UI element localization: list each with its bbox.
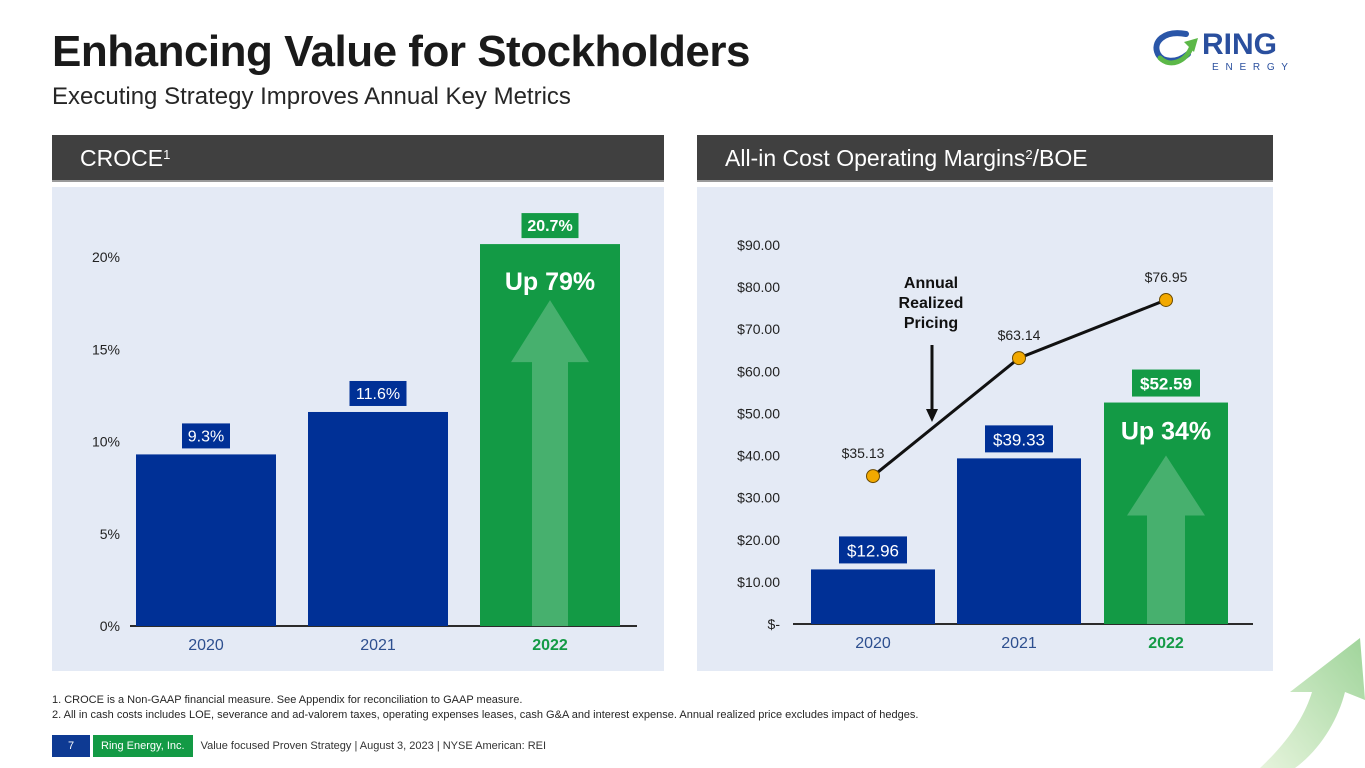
- y-tick-label: 20%: [92, 249, 120, 265]
- footnotes: 1. CROCE is a Non-GAAP financial measure…: [52, 693, 918, 723]
- data-label: $52.59: [1140, 375, 1192, 394]
- data-label-bg: [349, 380, 407, 406]
- footer-text: Value focused Proven Strategy | August 3…: [200, 740, 547, 752]
- line-marker: [1159, 292, 1173, 307]
- logo-subtext: E N E R G Y: [1212, 62, 1290, 73]
- y-tick-label: $-: [768, 616, 781, 632]
- line-annotation-text: Pricing: [904, 315, 958, 332]
- page-title: Enhancing Value for Stockholders: [52, 27, 750, 76]
- margins-chart: $- $10.00 $20.00 $30.00 $40.00 $50.00 $60.00 $7…: [737, 237, 1253, 652]
- data-label: $12.96: [847, 541, 899, 560]
- decorative-up-arrow-icon: [1260, 638, 1365, 768]
- x-tick-label: 2022: [532, 637, 568, 654]
- page-subtitle: Executing Strategy Improves Annual Key M…: [52, 83, 571, 110]
- data-label: 20.7%: [527, 218, 572, 235]
- y-tick-label: $60.00: [737, 363, 780, 379]
- data-label-bg: [182, 423, 230, 449]
- data-label-bg: [521, 213, 579, 239]
- x-tick-label: 2021: [360, 637, 396, 654]
- slide-footer: 7 Ring Energy, Inc. Value focused Proven…: [52, 735, 546, 757]
- line-marker: [1012, 351, 1026, 366]
- x-tick-label: 2021: [1001, 635, 1037, 652]
- y-tick-label: 0%: [100, 618, 120, 634]
- data-label: 9.3%: [188, 428, 224, 445]
- page-number: 7: [52, 735, 90, 757]
- growth-annotation: Up 79%: [505, 268, 595, 296]
- y-tick-label: $40.00: [737, 448, 780, 464]
- panel-title-suffix: /BOE: [1032, 145, 1088, 171]
- panel-title: All-in Cost Operating Margins: [725, 145, 1026, 171]
- line-marker: [866, 469, 880, 484]
- data-label: 11.6%: [356, 386, 400, 403]
- line-data-label: $63.14: [998, 327, 1041, 343]
- up-arrow-icon: [511, 300, 589, 626]
- bar-2020: [136, 454, 276, 626]
- up-arrow-icon: [1127, 455, 1205, 624]
- croce-chart-panel: 0% 5% 10% 15% 20% 9.3% 2020 11.6% 2021 20.7% 2022 U…: [52, 187, 664, 671]
- y-tick-label: $80.00: [737, 279, 780, 295]
- x-tick-label: 2020: [188, 637, 224, 654]
- margins-chart-panel: $- $10.00 $20.00 $30.00 $40.00 $50.00 $60.00 $7…: [697, 187, 1273, 671]
- logo-text: RING: [1202, 28, 1277, 61]
- line-annotation-text: Realized: [899, 295, 964, 312]
- croce-chart: 0% 5% 10% 15% 20% 9.3% 2020 11.6% 2021 20.7% 2022 U…: [92, 213, 637, 654]
- y-tick-label: $30.00: [737, 490, 780, 506]
- panel-header-margins: All-in Cost Operating Margins2/BOE: [697, 135, 1273, 182]
- line-annotation-text: Annual: [904, 275, 958, 292]
- data-label-bg: [1132, 369, 1200, 397]
- y-tick-label: $10.00: [737, 574, 780, 590]
- line-data-label: $35.13: [842, 445, 885, 461]
- ring-energy-logo: RING E N E R G Y: [1153, 28, 1290, 73]
- y-tick-label: 10%: [92, 434, 120, 450]
- bar-2021: [957, 458, 1081, 624]
- x-tick-label: 2020: [855, 635, 891, 652]
- ring-arrow-logo-icon: [1153, 30, 1198, 66]
- bar-2020: [811, 569, 935, 624]
- data-label-bg: [839, 536, 907, 564]
- footnote-ref: 2: [1025, 147, 1033, 162]
- y-tick-label: $50.00: [737, 405, 780, 421]
- x-tick-label: 2022: [1148, 635, 1184, 652]
- data-label: $39.33: [993, 430, 1045, 449]
- y-tick-label: $90.00: [737, 237, 780, 253]
- bar-2021: [308, 411, 448, 626]
- growth-annotation: Up 34%: [1121, 418, 1211, 446]
- y-tick-label: $70.00: [737, 321, 780, 337]
- y-tick-label: $20.00: [737, 532, 780, 548]
- y-tick-label: 15%: [92, 341, 120, 357]
- company-name: Ring Energy, Inc.: [93, 735, 193, 757]
- line-data-label: $76.95: [1145, 269, 1188, 285]
- annotation-arrow-head-icon: [926, 409, 938, 422]
- data-label-bg: [985, 425, 1053, 453]
- y-tick-label: 5%: [100, 526, 120, 542]
- footnote-ref: 1: [163, 147, 171, 162]
- panel-header-croce: CROCE1: [52, 135, 664, 182]
- footnote-2: 2. All in cash costs includes LOE, sever…: [52, 709, 919, 721]
- footnote-1: 1. CROCE is a Non-GAAP financial measure…: [52, 694, 523, 706]
- panel-title: CROCE: [80, 145, 164, 171]
